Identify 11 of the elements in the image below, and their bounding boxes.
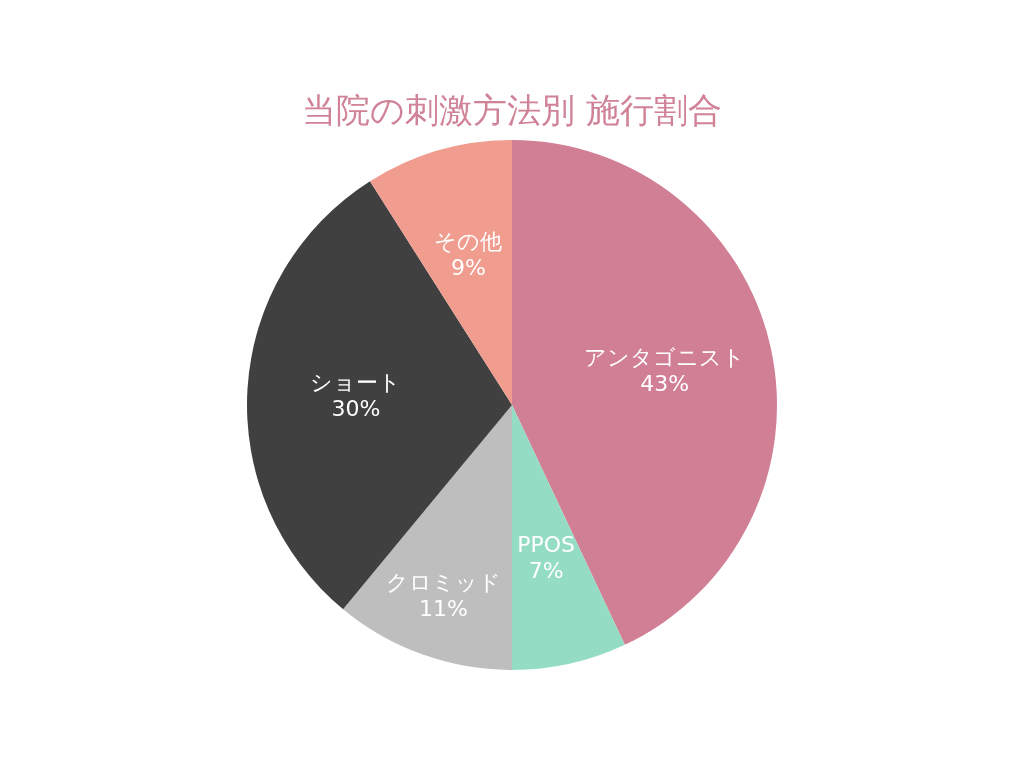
data-label: 43% [640, 371, 690, 397]
slice-label: ショート [310, 369, 402, 395]
slice-label: PPOS [517, 532, 576, 558]
data-label: 9% [450, 255, 486, 281]
slice-label: クロミッド [385, 569, 501, 595]
chart-title: 当院の刺激方法別 施行割合 [302, 90, 722, 130]
slice-label: その他 [434, 229, 503, 255]
data-label: 11% [419, 595, 468, 621]
data-label: 7% [528, 558, 564, 584]
data-label: 30% [331, 395, 381, 421]
slice-label: アンタゴニスト [584, 345, 746, 371]
